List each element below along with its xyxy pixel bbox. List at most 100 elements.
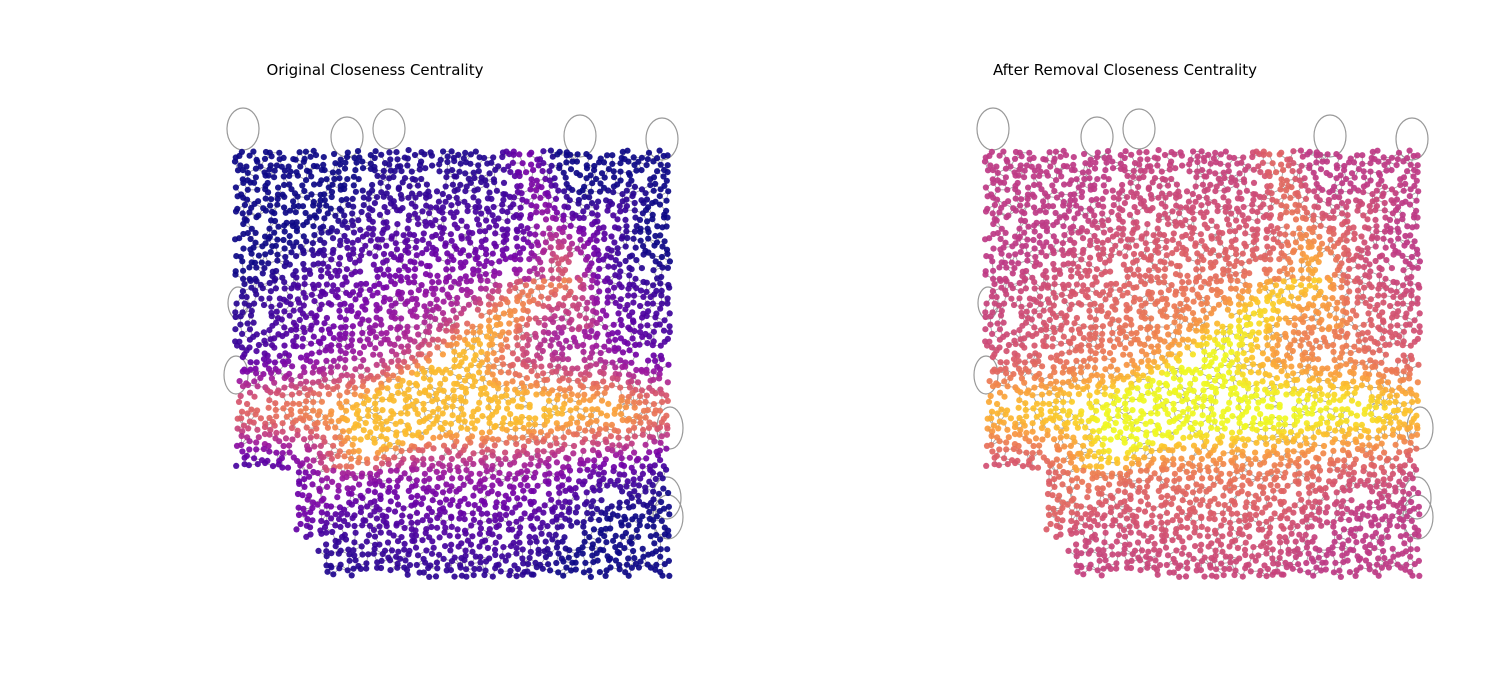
network-node — [286, 233, 293, 240]
network-node — [1242, 230, 1249, 237]
network-node — [560, 324, 567, 331]
network-node — [1047, 163, 1054, 170]
network-node — [393, 246, 401, 253]
network-node — [589, 210, 596, 217]
network-node — [344, 244, 351, 251]
network-node — [306, 446, 313, 453]
network-node — [612, 257, 619, 264]
network-node — [1324, 151, 1331, 158]
network-node — [332, 160, 339, 167]
network-node — [553, 475, 561, 482]
network-node — [1078, 256, 1085, 263]
network-node — [1285, 300, 1292, 307]
network-node — [1070, 223, 1077, 230]
network-node — [521, 495, 528, 502]
network-node — [562, 174, 569, 181]
network-node — [320, 154, 327, 161]
network-node — [623, 187, 630, 194]
network-node — [486, 317, 493, 324]
network-node — [265, 404, 272, 411]
network-node — [664, 425, 671, 432]
network-node — [524, 342, 531, 349]
network-node — [490, 473, 497, 480]
network-node — [1400, 174, 1408, 181]
network-node — [1040, 243, 1047, 250]
network-node — [604, 152, 611, 159]
network-node — [1154, 225, 1161, 232]
network-node — [1147, 256, 1154, 263]
network-node — [398, 534, 405, 541]
network-node — [425, 441, 432, 448]
network-node — [1193, 266, 1200, 273]
network-node — [588, 503, 595, 510]
network-node — [237, 313, 244, 320]
network-node — [582, 315, 590, 322]
network-node — [544, 376, 551, 383]
network-node — [1357, 279, 1364, 286]
network-node — [1134, 224, 1141, 231]
network-node — [419, 447, 426, 454]
network-node — [442, 278, 450, 285]
network-node — [1238, 195, 1245, 202]
network-node — [411, 151, 419, 159]
network-node — [244, 186, 251, 193]
network-node — [645, 228, 652, 236]
network-node — [421, 369, 428, 376]
network-node — [651, 438, 658, 445]
network-node — [464, 425, 471, 432]
network-node — [616, 471, 623, 478]
network-node — [248, 406, 255, 413]
network-node — [587, 473, 594, 480]
network-node — [327, 450, 334, 457]
network-node — [549, 356, 557, 363]
network-node — [246, 152, 253, 159]
network-node — [429, 497, 436, 504]
network-node — [601, 533, 608, 540]
network-node — [533, 564, 540, 571]
network-node — [272, 242, 279, 249]
network-node — [435, 198, 442, 205]
network-node — [1234, 277, 1241, 284]
network-node — [476, 565, 483, 573]
network-node — [629, 193, 636, 200]
network-node — [1065, 281, 1072, 288]
network-node — [587, 418, 594, 426]
network-node — [1238, 295, 1245, 302]
network-node — [539, 565, 546, 572]
network-node — [418, 282, 425, 289]
network-node — [1400, 267, 1407, 274]
network-node — [426, 383, 434, 390]
network-node — [625, 158, 632, 165]
network-node — [527, 539, 534, 546]
network-node — [356, 291, 363, 298]
network-node — [1015, 235, 1022, 242]
network-node — [555, 499, 562, 506]
network-node — [318, 267, 325, 274]
network-node — [447, 231, 454, 238]
network-node — [466, 455, 474, 463]
network-node — [388, 235, 395, 242]
network-node — [1163, 295, 1170, 303]
network-node — [436, 534, 443, 541]
network-node — [644, 523, 651, 530]
network-node — [1083, 228, 1091, 235]
network-node — [1073, 176, 1080, 183]
network-node — [329, 250, 336, 257]
network-node — [612, 557, 620, 564]
network-node — [253, 370, 260, 377]
network-node — [476, 203, 483, 211]
network-node — [419, 537, 426, 544]
network-node — [1331, 271, 1338, 278]
network-node — [1120, 261, 1127, 268]
network-node — [237, 321, 244, 328]
network-node — [306, 463, 313, 470]
network-node — [496, 282, 503, 289]
network-node — [462, 273, 469, 280]
network-node — [553, 420, 560, 427]
network-node — [327, 205, 334, 212]
network-node — [359, 187, 366, 194]
network-node — [366, 480, 373, 487]
network-node — [546, 407, 553, 414]
network-plot-original — [223, 107, 684, 581]
network-node — [439, 425, 446, 433]
